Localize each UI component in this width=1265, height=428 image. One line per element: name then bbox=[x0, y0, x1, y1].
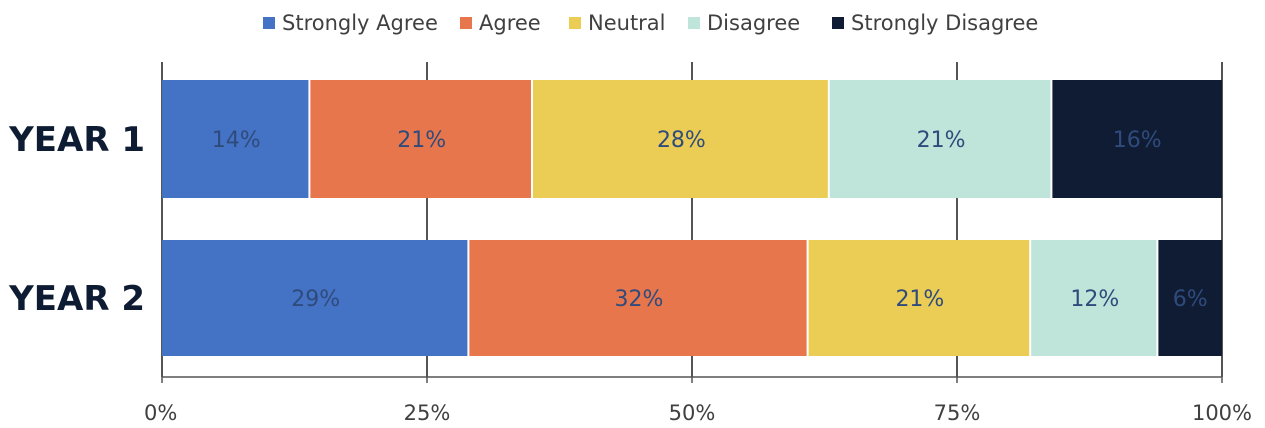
bar-segment bbox=[1158, 240, 1222, 356]
legend-label: Agree bbox=[479, 11, 541, 35]
x-axis: 0% 25% 50% 75% 100% bbox=[144, 376, 1252, 425]
category-label: YEAR 2 bbox=[8, 279, 145, 319]
data-label: 29% bbox=[291, 287, 340, 312]
x-tick-label: 50% bbox=[669, 401, 716, 425]
bar-segment bbox=[829, 80, 1051, 198]
category-label: YEAR 1 bbox=[8, 120, 145, 160]
bar-segment bbox=[162, 240, 468, 356]
category-labels: YEAR 1 YEAR 2 bbox=[8, 120, 145, 319]
legend-swatch bbox=[569, 17, 581, 29]
data-label: 28% bbox=[657, 128, 706, 153]
x-tick-label: 75% bbox=[934, 401, 981, 425]
legend-label: Strongly Disagree bbox=[851, 11, 1038, 35]
data-label: 21% bbox=[917, 128, 966, 153]
data-label: 12% bbox=[1070, 287, 1119, 312]
data-label: 14% bbox=[212, 128, 261, 153]
bar-segment bbox=[469, 240, 807, 356]
data-label: 16% bbox=[1113, 128, 1162, 153]
data-label: 6% bbox=[1173, 287, 1208, 312]
legend-swatch bbox=[263, 17, 275, 29]
bar-segment bbox=[1031, 240, 1157, 356]
legend-swatch bbox=[832, 17, 844, 29]
legend-swatch bbox=[688, 17, 700, 29]
data-label: 32% bbox=[615, 287, 664, 312]
bar-segment bbox=[1052, 80, 1222, 198]
data-label: 21% bbox=[397, 128, 446, 153]
legend-label: Neutral bbox=[588, 11, 666, 35]
legend-label: Strongly Agree bbox=[282, 11, 438, 35]
x-tick-label: 0% bbox=[144, 401, 177, 425]
x-tick-label: 25% bbox=[404, 401, 451, 425]
bar-segment bbox=[310, 80, 531, 198]
bars bbox=[162, 80, 1222, 356]
bar-segment bbox=[808, 240, 1030, 356]
bar-segment bbox=[533, 80, 828, 198]
x-tick-label: 100% bbox=[1192, 401, 1252, 425]
data-label: 21% bbox=[895, 287, 944, 312]
bar-segment bbox=[162, 80, 309, 198]
legend-label: Disagree bbox=[707, 11, 800, 35]
value-labels: 14% 21% 28% 21% 16% 29% 32% 21% 12% 6% bbox=[212, 128, 1208, 312]
legend-swatch bbox=[460, 17, 472, 29]
legend: Strongly Agree Agree Neutral Disagree Strong… bbox=[263, 11, 1038, 35]
